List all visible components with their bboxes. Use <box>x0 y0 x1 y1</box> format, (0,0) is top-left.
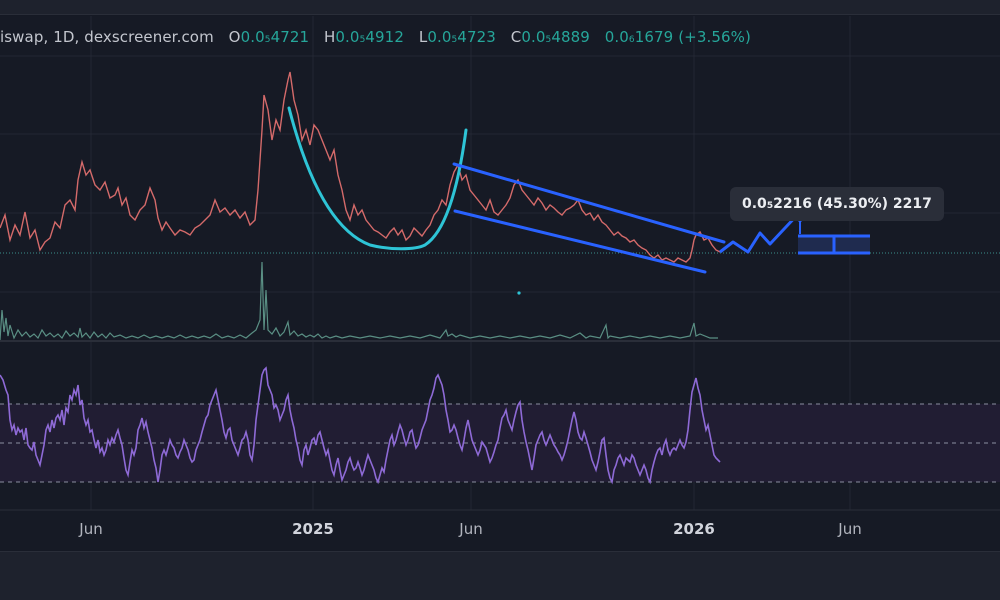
x-tick-2025: 2025 <box>292 520 334 538</box>
bottom-toolbar <box>0 551 1000 600</box>
open-label: O <box>228 28 241 46</box>
target-percent: (45.30%) <box>816 196 889 212</box>
top-toolbar <box>0 0 1000 15</box>
price-candles <box>0 71 721 263</box>
x-tick-2026: 2026 <box>673 520 715 538</box>
x-tick-jun-2025: Jun <box>459 520 483 538</box>
descending-channel <box>452 162 726 274</box>
close-value: 0.054889 <box>521 28 590 46</box>
high-label: H <box>324 28 336 46</box>
cup-pattern-arc <box>287 106 468 251</box>
volume-histogram <box>0 261 718 341</box>
low-value: 0.054723 <box>427 28 496 46</box>
x-tick-jun-2026: Jun <box>838 520 862 538</box>
close-label: C <box>510 28 522 46</box>
low-label: L <box>418 28 428 46</box>
target-price-label[interactable]: 0.052216 (45.30%) 2217 <box>730 187 944 221</box>
price-chart-canvas[interactable] <box>0 0 1000 551</box>
x-tick-jun-2024: Jun <box>79 520 103 538</box>
projection-arrow <box>719 210 802 254</box>
rsi-line <box>0 366 721 485</box>
target-bars: 2217 <box>892 196 932 212</box>
change-value: 0.061679 (+3.56%) <box>604 28 751 46</box>
rsi-levels <box>0 403 1000 483</box>
ohlc-legend: iswap, 1D, dexscreener.com O0.054721 H0.… <box>0 28 751 46</box>
high-value: 0.054912 <box>335 28 404 46</box>
symbol-title: iswap, 1D, dexscreener.com <box>0 28 214 46</box>
target-range-box <box>798 234 870 255</box>
marker-dot <box>517 291 521 295</box>
open-value: 0.054721 <box>240 28 310 46</box>
